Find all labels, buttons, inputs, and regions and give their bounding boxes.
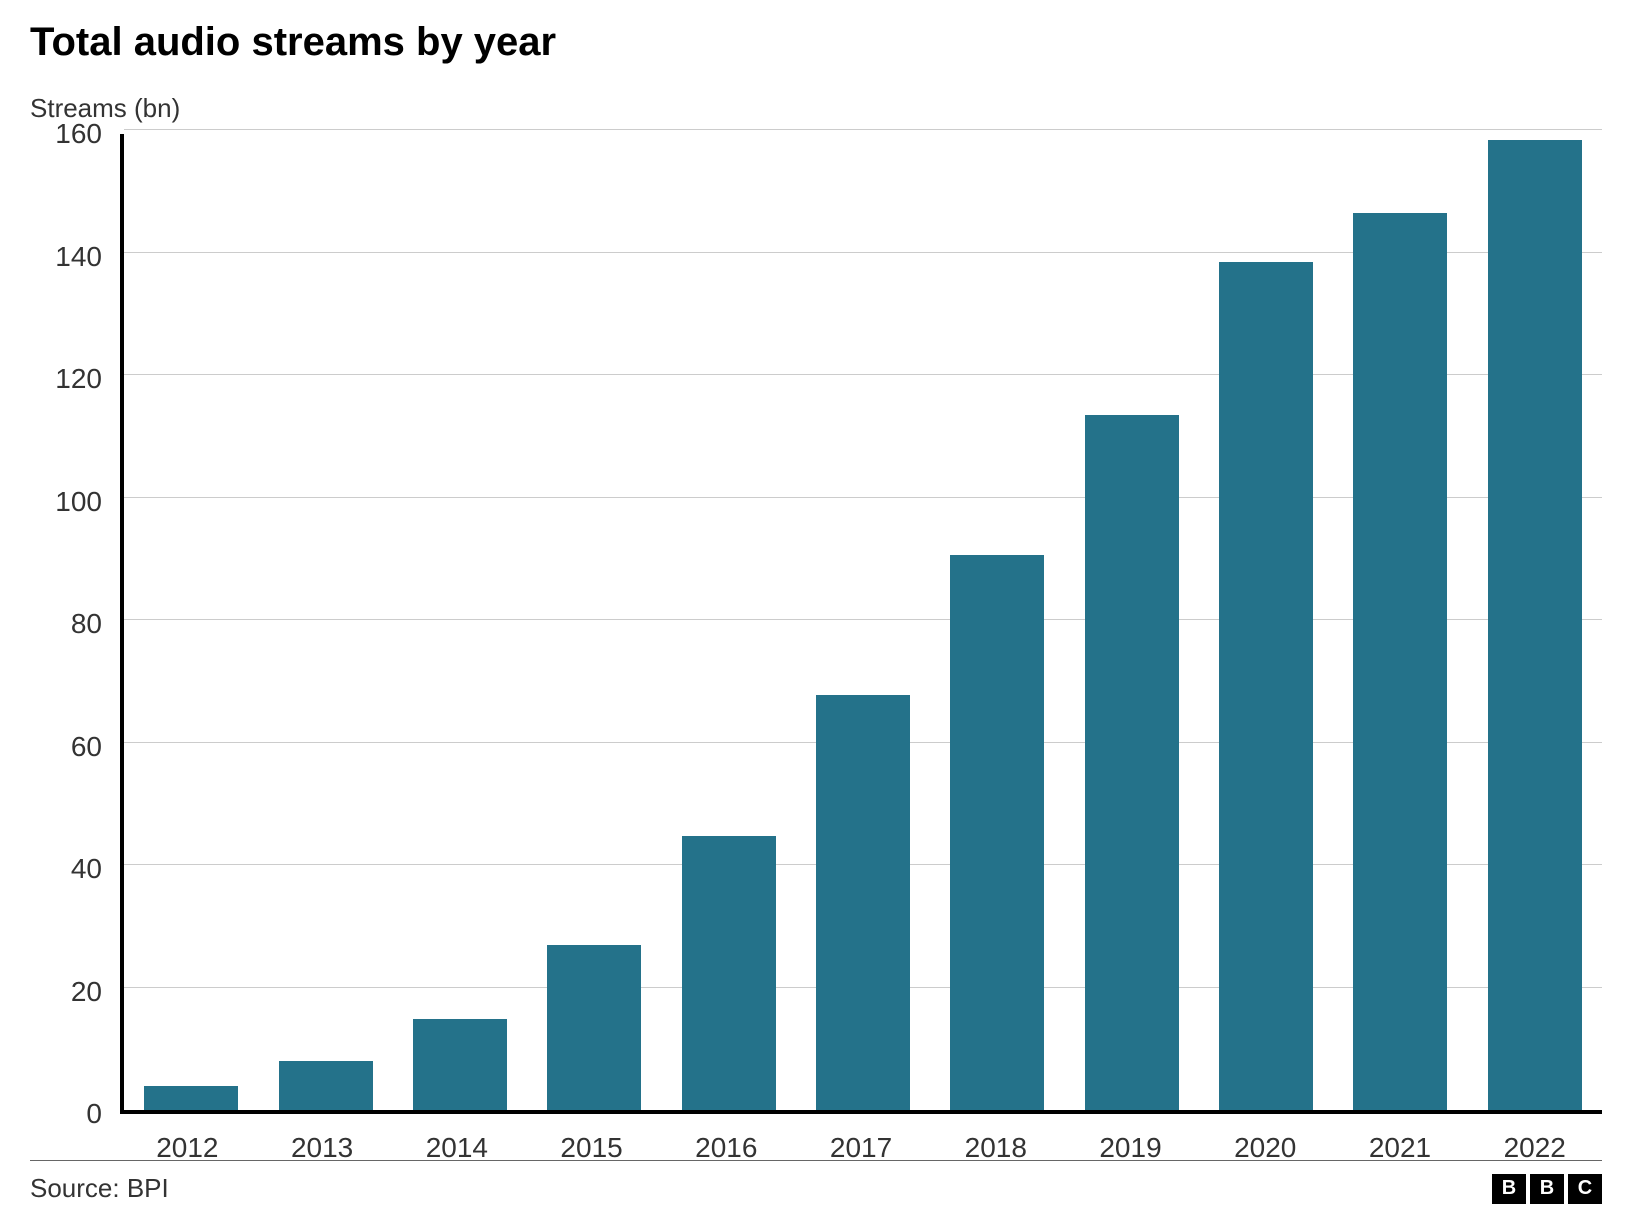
y-tick-label: 160 bbox=[55, 118, 102, 150]
bar bbox=[1085, 415, 1179, 1110]
bar-slot bbox=[393, 134, 527, 1110]
bar-slot bbox=[1065, 134, 1199, 1110]
bar bbox=[1219, 262, 1313, 1110]
bar bbox=[682, 836, 776, 1111]
y-tick-label: 60 bbox=[71, 731, 102, 763]
bar bbox=[144, 1086, 238, 1110]
bar bbox=[547, 945, 641, 1110]
footer: Source: BPI BBC bbox=[30, 1160, 1602, 1204]
bbc-logo-box: B bbox=[1530, 1174, 1564, 1204]
gridline bbox=[124, 129, 1602, 130]
bar bbox=[1353, 213, 1447, 1110]
bar-slot bbox=[1468, 134, 1602, 1110]
y-tick-label: 0 bbox=[86, 1098, 102, 1130]
y-axis-label: Streams (bn) bbox=[30, 93, 1602, 124]
bar-slot bbox=[258, 134, 392, 1110]
bar bbox=[816, 695, 910, 1110]
bar bbox=[279, 1061, 373, 1110]
bar-slot bbox=[930, 134, 1064, 1110]
y-tick-label: 80 bbox=[71, 608, 102, 640]
chart-title: Total audio streams by year bbox=[30, 20, 1602, 65]
bbc-logo-box: C bbox=[1568, 1174, 1602, 1204]
plot-area bbox=[120, 134, 1602, 1114]
bar-slot bbox=[527, 134, 661, 1110]
y-tick-label: 40 bbox=[71, 853, 102, 885]
y-ticks: 020406080100120140160 bbox=[30, 134, 120, 1114]
y-tick-label: 120 bbox=[55, 363, 102, 395]
bbc-logo: BBC bbox=[1492, 1174, 1602, 1204]
footer-line: Source: BPI BBC bbox=[30, 1160, 1602, 1204]
bar-slot bbox=[1199, 134, 1333, 1110]
bar-slot bbox=[796, 134, 930, 1110]
bar-slot bbox=[661, 134, 795, 1110]
bar bbox=[413, 1019, 507, 1111]
chart-container: Total audio streams by year Streams (bn)… bbox=[0, 0, 1632, 1224]
y-tick-label: 100 bbox=[55, 486, 102, 518]
bbc-logo-box: B bbox=[1492, 1174, 1526, 1204]
y-tick-label: 140 bbox=[55, 241, 102, 273]
y-tick-label: 20 bbox=[71, 976, 102, 1008]
bars-group bbox=[124, 134, 1602, 1110]
bar bbox=[950, 555, 1044, 1110]
bar-slot bbox=[1333, 134, 1467, 1110]
bar bbox=[1488, 140, 1582, 1110]
chart-wrap: 020406080100120140160 bbox=[30, 134, 1602, 1114]
bar-slot bbox=[124, 134, 258, 1110]
source-text: Source: BPI bbox=[30, 1173, 169, 1204]
